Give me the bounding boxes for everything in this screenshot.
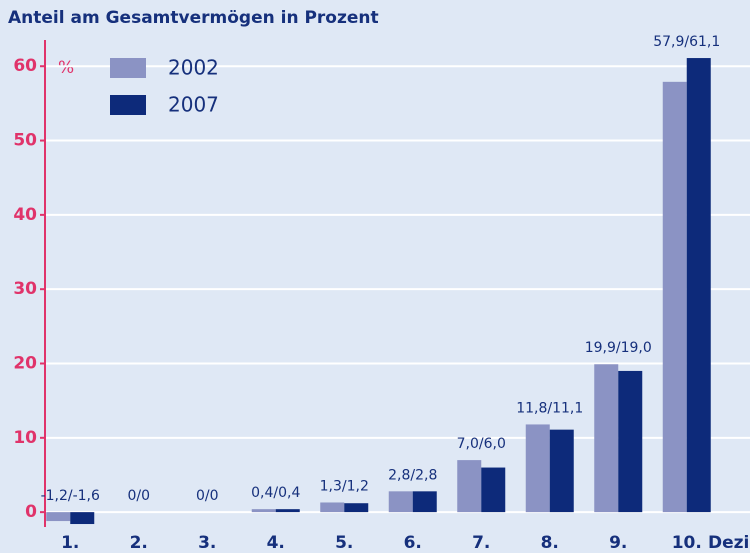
x-tick-label: 1.	[61, 533, 79, 553]
bar	[70, 512, 95, 525]
chart-title: Anteil am Gesamtvermögen in Prozent	[8, 8, 379, 28]
bar	[388, 491, 413, 513]
bar	[320, 502, 345, 513]
y-tick-label: 20	[13, 354, 37, 374]
bar	[412, 491, 437, 513]
bar	[686, 58, 711, 513]
bar	[457, 460, 482, 513]
bar	[549, 429, 574, 513]
legend-swatch	[110, 95, 146, 115]
value-label: 19,9/19,0	[585, 340, 652, 356]
value-label: 2,8/2,8	[388, 467, 437, 483]
legend-label: 2007	[168, 93, 219, 117]
x-tick-label: 3.	[198, 533, 216, 553]
x-tick-label: 5.	[335, 533, 353, 553]
value-label: 11,8/11,1	[516, 400, 583, 416]
bar	[662, 81, 687, 513]
bar	[594, 364, 619, 513]
value-label: 7,0/6,0	[457, 436, 506, 452]
x-axis-label: Dezil	[708, 533, 750, 553]
legend-label: 2002	[168, 56, 219, 80]
bar	[275, 509, 300, 513]
bar	[481, 467, 506, 513]
bar	[251, 509, 276, 513]
x-tick-label: 7.	[472, 533, 490, 553]
legend-swatch	[110, 58, 146, 78]
y-tick-label: 10	[13, 428, 37, 448]
value-label: 57,9/61,1	[653, 34, 720, 50]
y-tick-label: 60	[13, 56, 37, 76]
x-tick-label: 4.	[267, 533, 285, 553]
x-tick-label: 6.	[404, 533, 422, 553]
value-label: 0,4/0,4	[251, 485, 300, 501]
y-tick-label: 40	[13, 205, 37, 225]
bar	[618, 370, 643, 513]
x-tick-label: 10.	[672, 533, 702, 553]
bar	[344, 503, 369, 513]
bar	[525, 424, 550, 513]
value-label: 0/0	[127, 488, 150, 504]
x-tick-label: 9.	[609, 533, 627, 553]
value-label: 1,3/1,2	[320, 478, 369, 494]
bar	[46, 512, 71, 522]
value-label: -1,2/-1,6	[41, 488, 100, 504]
y-tick-label: 50	[13, 131, 37, 151]
y-tick-label: 0	[25, 502, 37, 522]
x-tick-label: 2.	[130, 533, 148, 553]
x-tick-label: 8.	[541, 533, 559, 553]
y-axis-label: %	[58, 58, 74, 78]
value-label: 0/0	[196, 488, 219, 504]
y-tick-label: 30	[13, 279, 37, 299]
